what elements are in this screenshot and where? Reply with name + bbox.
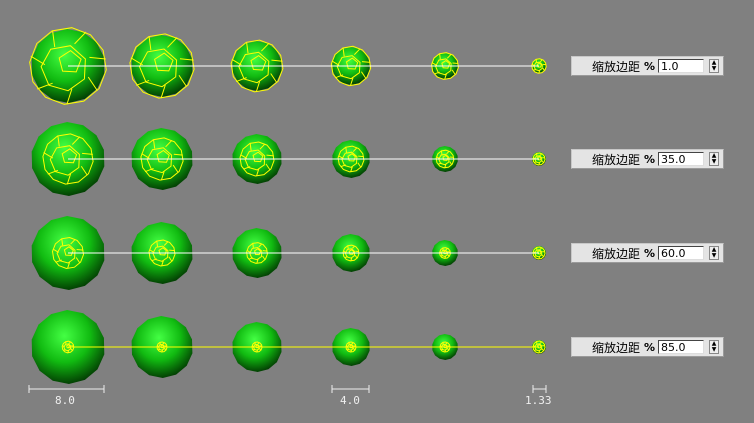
sphere-row	[29, 27, 547, 105]
wire-cage	[61, 340, 75, 354]
percent-unit: %	[644, 246, 656, 260]
spinner-arrows-icon[interactable]: ▲ ▼	[709, 152, 720, 166]
scale-label-8: 8.0	[55, 394, 75, 407]
wire-cage	[532, 152, 546, 166]
scale-label-1-33: 1.33	[525, 394, 552, 407]
percent-unit: %	[644, 340, 656, 354]
wire-cage	[337, 145, 365, 173]
spinner-arrows-icon[interactable]: ▲ ▼	[709, 59, 720, 73]
wire-cage	[239, 141, 275, 177]
wire-cage	[342, 244, 360, 262]
wire-cage	[51, 236, 85, 270]
spinner-arrows-icon[interactable]: ▲ ▼	[709, 246, 720, 260]
sphere-row	[31, 216, 546, 290]
scale-margin-input[interactable]: 1.0	[658, 59, 705, 73]
spinner-label: 缩放边距	[592, 246, 641, 261]
percent-unit: %	[644, 59, 656, 73]
spinner-label: 缩放边距	[592, 59, 641, 74]
wire-cage	[431, 52, 459, 80]
scale-margin-spinner[interactable]: 缩放边距% 60.0 ▲ ▼	[571, 243, 724, 263]
wire-cage	[246, 242, 268, 264]
scale-margin-spinner[interactable]: 缩放边距% 1.0 ▲ ▼	[571, 56, 724, 76]
wire-cage	[129, 33, 195, 99]
scale-bar-1-33	[532, 385, 547, 393]
sphere-row	[31, 310, 546, 384]
wire-cage	[42, 133, 94, 185]
wire-cage	[532, 246, 546, 260]
wire-cage	[140, 137, 184, 181]
wire-cage	[435, 149, 455, 169]
sphere-row	[31, 122, 546, 196]
wire-cage	[330, 45, 372, 87]
scale-margin-spinner[interactable]: 缩放边距% 85.0 ▲ ▼	[571, 337, 724, 357]
wire-cage	[532, 340, 546, 354]
wire-cage	[531, 58, 547, 74]
wire-cage	[230, 39, 284, 93]
scale-margin-input[interactable]: 85.0	[658, 340, 705, 354]
scale-bars	[28, 385, 547, 393]
wire-cage	[29, 27, 107, 105]
spinner-arrows-icon[interactable]: ▲ ▼	[709, 340, 720, 354]
scale-margin-spinner[interactable]: 缩放边距% 35.0 ▲ ▼	[571, 149, 724, 169]
spinner-label: 缩放边距	[592, 340, 641, 355]
scale-margin-input[interactable]: 60.0	[658, 246, 705, 260]
scale-margin-input[interactable]: 35.0	[658, 152, 705, 166]
percent-unit: %	[644, 152, 656, 166]
wire-cage	[148, 239, 176, 267]
scale-bar-4	[331, 385, 370, 393]
scale-label-4: 4.0	[340, 394, 360, 407]
scale-bar-8	[28, 385, 105, 393]
spinner-label: 缩放边距	[592, 152, 641, 167]
